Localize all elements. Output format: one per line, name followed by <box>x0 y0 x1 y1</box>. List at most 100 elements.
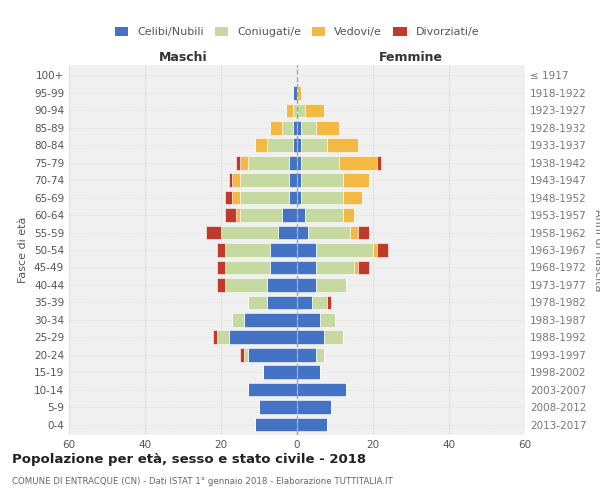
Bar <box>266 278 297 291</box>
Bar <box>271 121 282 134</box>
Bar <box>266 296 297 309</box>
Bar <box>236 208 240 222</box>
Bar <box>271 243 297 257</box>
Bar <box>328 138 358 152</box>
Bar <box>297 138 301 152</box>
Bar <box>297 366 320 379</box>
Bar <box>350 226 358 239</box>
Bar <box>297 104 305 117</box>
Bar <box>244 313 297 326</box>
Bar <box>221 226 278 239</box>
Bar <box>301 138 328 152</box>
Bar <box>297 313 320 326</box>
Bar <box>225 191 232 204</box>
Bar <box>297 208 305 222</box>
Bar <box>225 278 266 291</box>
Y-axis label: Fasce di età: Fasce di età <box>19 217 28 283</box>
Bar <box>354 260 358 274</box>
Text: Popolazione per età, sesso e stato civile - 2018: Popolazione per età, sesso e stato civil… <box>12 452 366 466</box>
Bar <box>323 330 343 344</box>
Bar <box>297 156 301 170</box>
Bar <box>297 278 316 291</box>
Bar <box>297 174 301 187</box>
Y-axis label: Anni di nascita: Anni di nascita <box>593 209 600 291</box>
Bar <box>206 226 221 239</box>
Bar <box>263 366 297 379</box>
Bar <box>248 296 266 309</box>
Bar <box>214 330 217 344</box>
Bar <box>293 138 297 152</box>
Bar <box>297 243 316 257</box>
Bar <box>293 86 297 100</box>
Bar <box>255 418 297 432</box>
Bar <box>312 296 328 309</box>
Bar <box>301 121 316 134</box>
Bar <box>259 400 297 414</box>
Bar <box>301 156 339 170</box>
Bar <box>271 260 297 274</box>
Bar <box>297 121 301 134</box>
Bar <box>377 156 380 170</box>
Bar <box>232 174 240 187</box>
Bar <box>240 174 289 187</box>
Bar <box>343 191 362 204</box>
Bar <box>289 191 297 204</box>
Bar <box>278 226 297 239</box>
Bar <box>297 330 323 344</box>
Bar <box>240 208 282 222</box>
Bar <box>282 121 293 134</box>
Bar <box>316 121 339 134</box>
Bar <box>297 296 312 309</box>
Text: Maschi: Maschi <box>158 51 208 64</box>
Bar <box>373 243 377 257</box>
Bar <box>301 191 343 204</box>
Bar <box>240 348 244 362</box>
Bar <box>308 226 350 239</box>
Bar <box>286 104 293 117</box>
Bar <box>305 104 323 117</box>
Bar <box>255 138 266 152</box>
Bar <box>229 330 297 344</box>
Bar <box>217 278 225 291</box>
Bar <box>343 174 369 187</box>
Bar <box>244 348 248 362</box>
Bar <box>248 383 297 396</box>
Bar <box>297 226 308 239</box>
Bar <box>297 400 331 414</box>
Bar <box>339 156 377 170</box>
Bar <box>225 260 271 274</box>
Bar <box>305 208 343 222</box>
Bar <box>266 138 293 152</box>
Bar <box>297 260 316 274</box>
Bar <box>289 156 297 170</box>
Bar <box>293 104 297 117</box>
Bar <box>248 348 297 362</box>
Bar <box>217 260 225 274</box>
Legend: Celibi/Nubili, Coniugati/e, Vedovi/e, Divorziati/e: Celibi/Nubili, Coniugati/e, Vedovi/e, Di… <box>110 22 484 42</box>
Bar <box>282 208 297 222</box>
Bar <box>320 313 335 326</box>
Bar <box>297 86 301 100</box>
Text: COMUNE DI ENTRACQUE (CN) - Dati ISTAT 1° gennaio 2018 - Elaborazione TUTTITALIA.: COMUNE DI ENTRACQUE (CN) - Dati ISTAT 1°… <box>12 478 393 486</box>
Bar <box>236 156 240 170</box>
Bar <box>297 191 301 204</box>
Bar <box>316 348 323 362</box>
Bar <box>229 174 232 187</box>
Bar <box>289 174 297 187</box>
Bar <box>297 383 346 396</box>
Bar <box>225 208 236 222</box>
Bar <box>358 226 369 239</box>
Bar <box>297 418 328 432</box>
Bar <box>240 191 289 204</box>
Bar <box>217 243 225 257</box>
Bar <box>293 121 297 134</box>
Bar <box>343 208 354 222</box>
Text: Femmine: Femmine <box>379 51 443 64</box>
Bar <box>297 348 316 362</box>
Bar <box>358 260 369 274</box>
Bar <box>248 156 289 170</box>
Bar <box>225 243 271 257</box>
Bar <box>232 191 240 204</box>
Bar <box>328 296 331 309</box>
Bar <box>301 174 343 187</box>
